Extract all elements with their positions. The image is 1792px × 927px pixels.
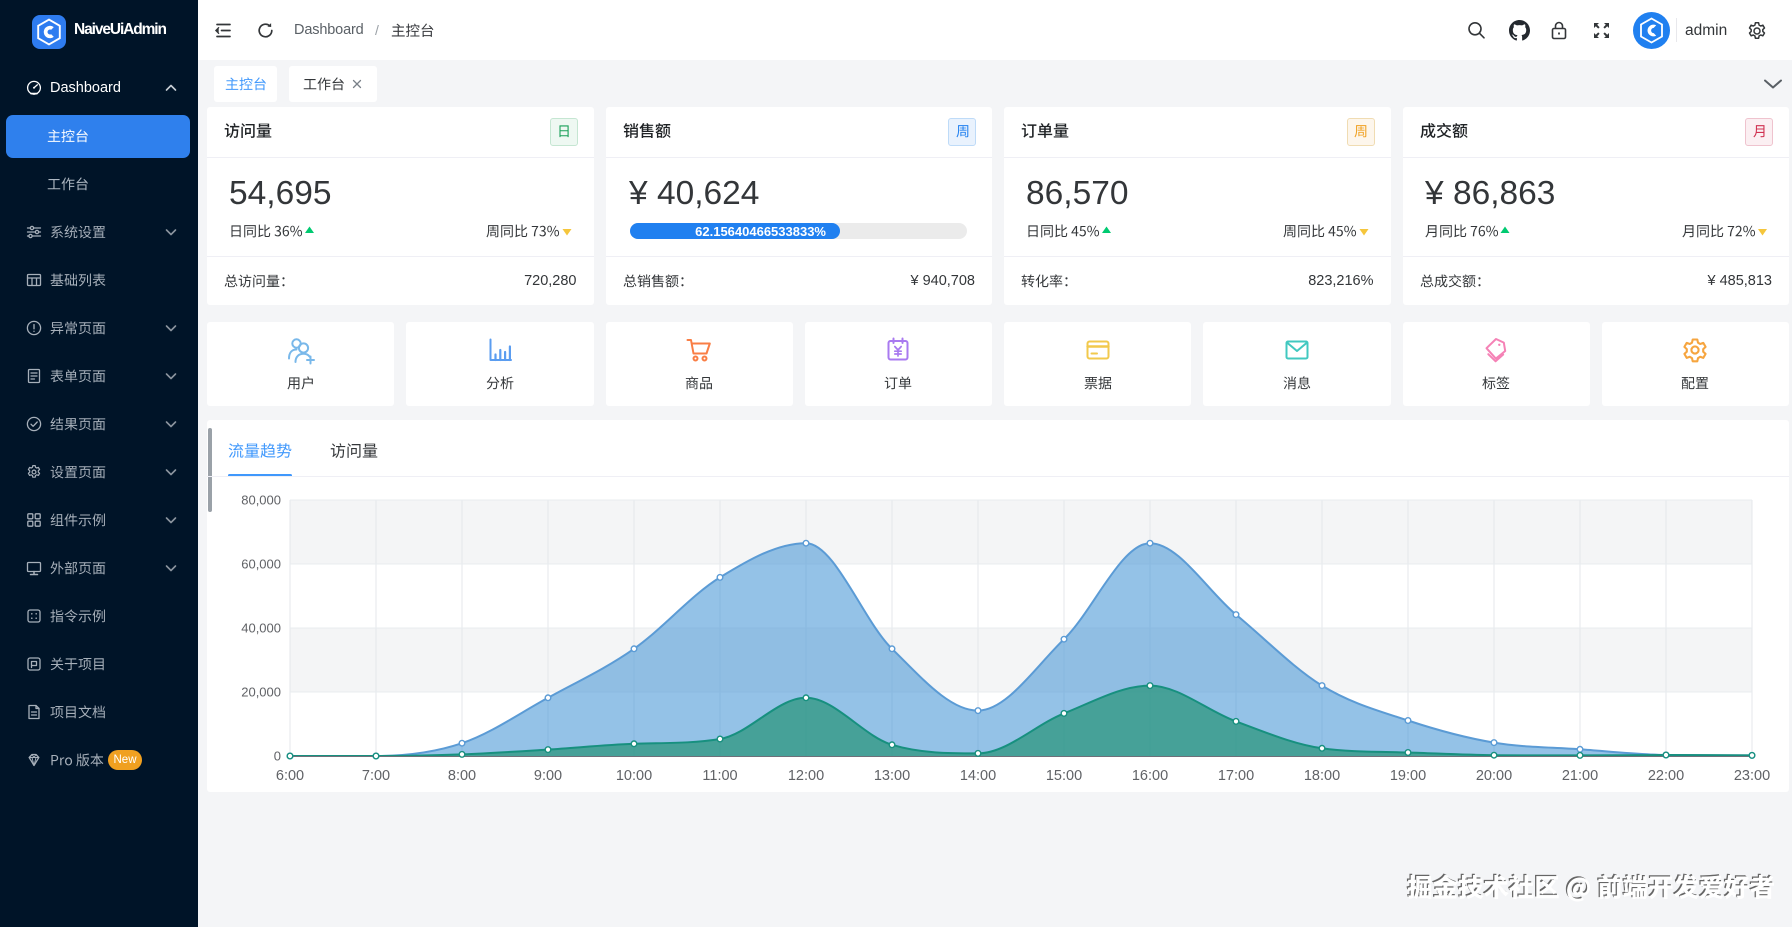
svg-text:20,000: 20,000 [241, 685, 281, 700]
svg-text:13:00: 13:00 [874, 768, 910, 784]
svg-text:7:00: 7:00 [362, 768, 390, 784]
svg-text:12:00: 12:00 [788, 768, 824, 784]
svg-text:9:00: 9:00 [534, 768, 562, 784]
svg-text:15:00: 15:00 [1046, 768, 1082, 784]
svg-text:40,000: 40,000 [241, 621, 281, 636]
svg-text:23:00: 23:00 [1734, 768, 1770, 784]
svg-text:11:00: 11:00 [702, 768, 737, 784]
svg-text:18:00: 18:00 [1304, 768, 1340, 784]
svg-text:10:00: 10:00 [616, 768, 652, 784]
svg-text:80,000: 80,000 [241, 493, 281, 508]
svg-text:21:00: 21:00 [1562, 768, 1598, 784]
svg-text:16:00: 16:00 [1132, 768, 1168, 784]
svg-text:17:00: 17:00 [1218, 768, 1254, 784]
svg-text:20:00: 20:00 [1476, 768, 1512, 784]
svg-text:8:00: 8:00 [448, 768, 476, 784]
svg-text:22:00: 22:00 [1648, 768, 1684, 784]
svg-text:19:00: 19:00 [1390, 768, 1426, 784]
svg-text:0: 0 [274, 749, 281, 764]
svg-text:14:00: 14:00 [960, 768, 996, 784]
svg-text:60,000: 60,000 [241, 557, 281, 572]
svg-text:6:00: 6:00 [276, 768, 304, 784]
